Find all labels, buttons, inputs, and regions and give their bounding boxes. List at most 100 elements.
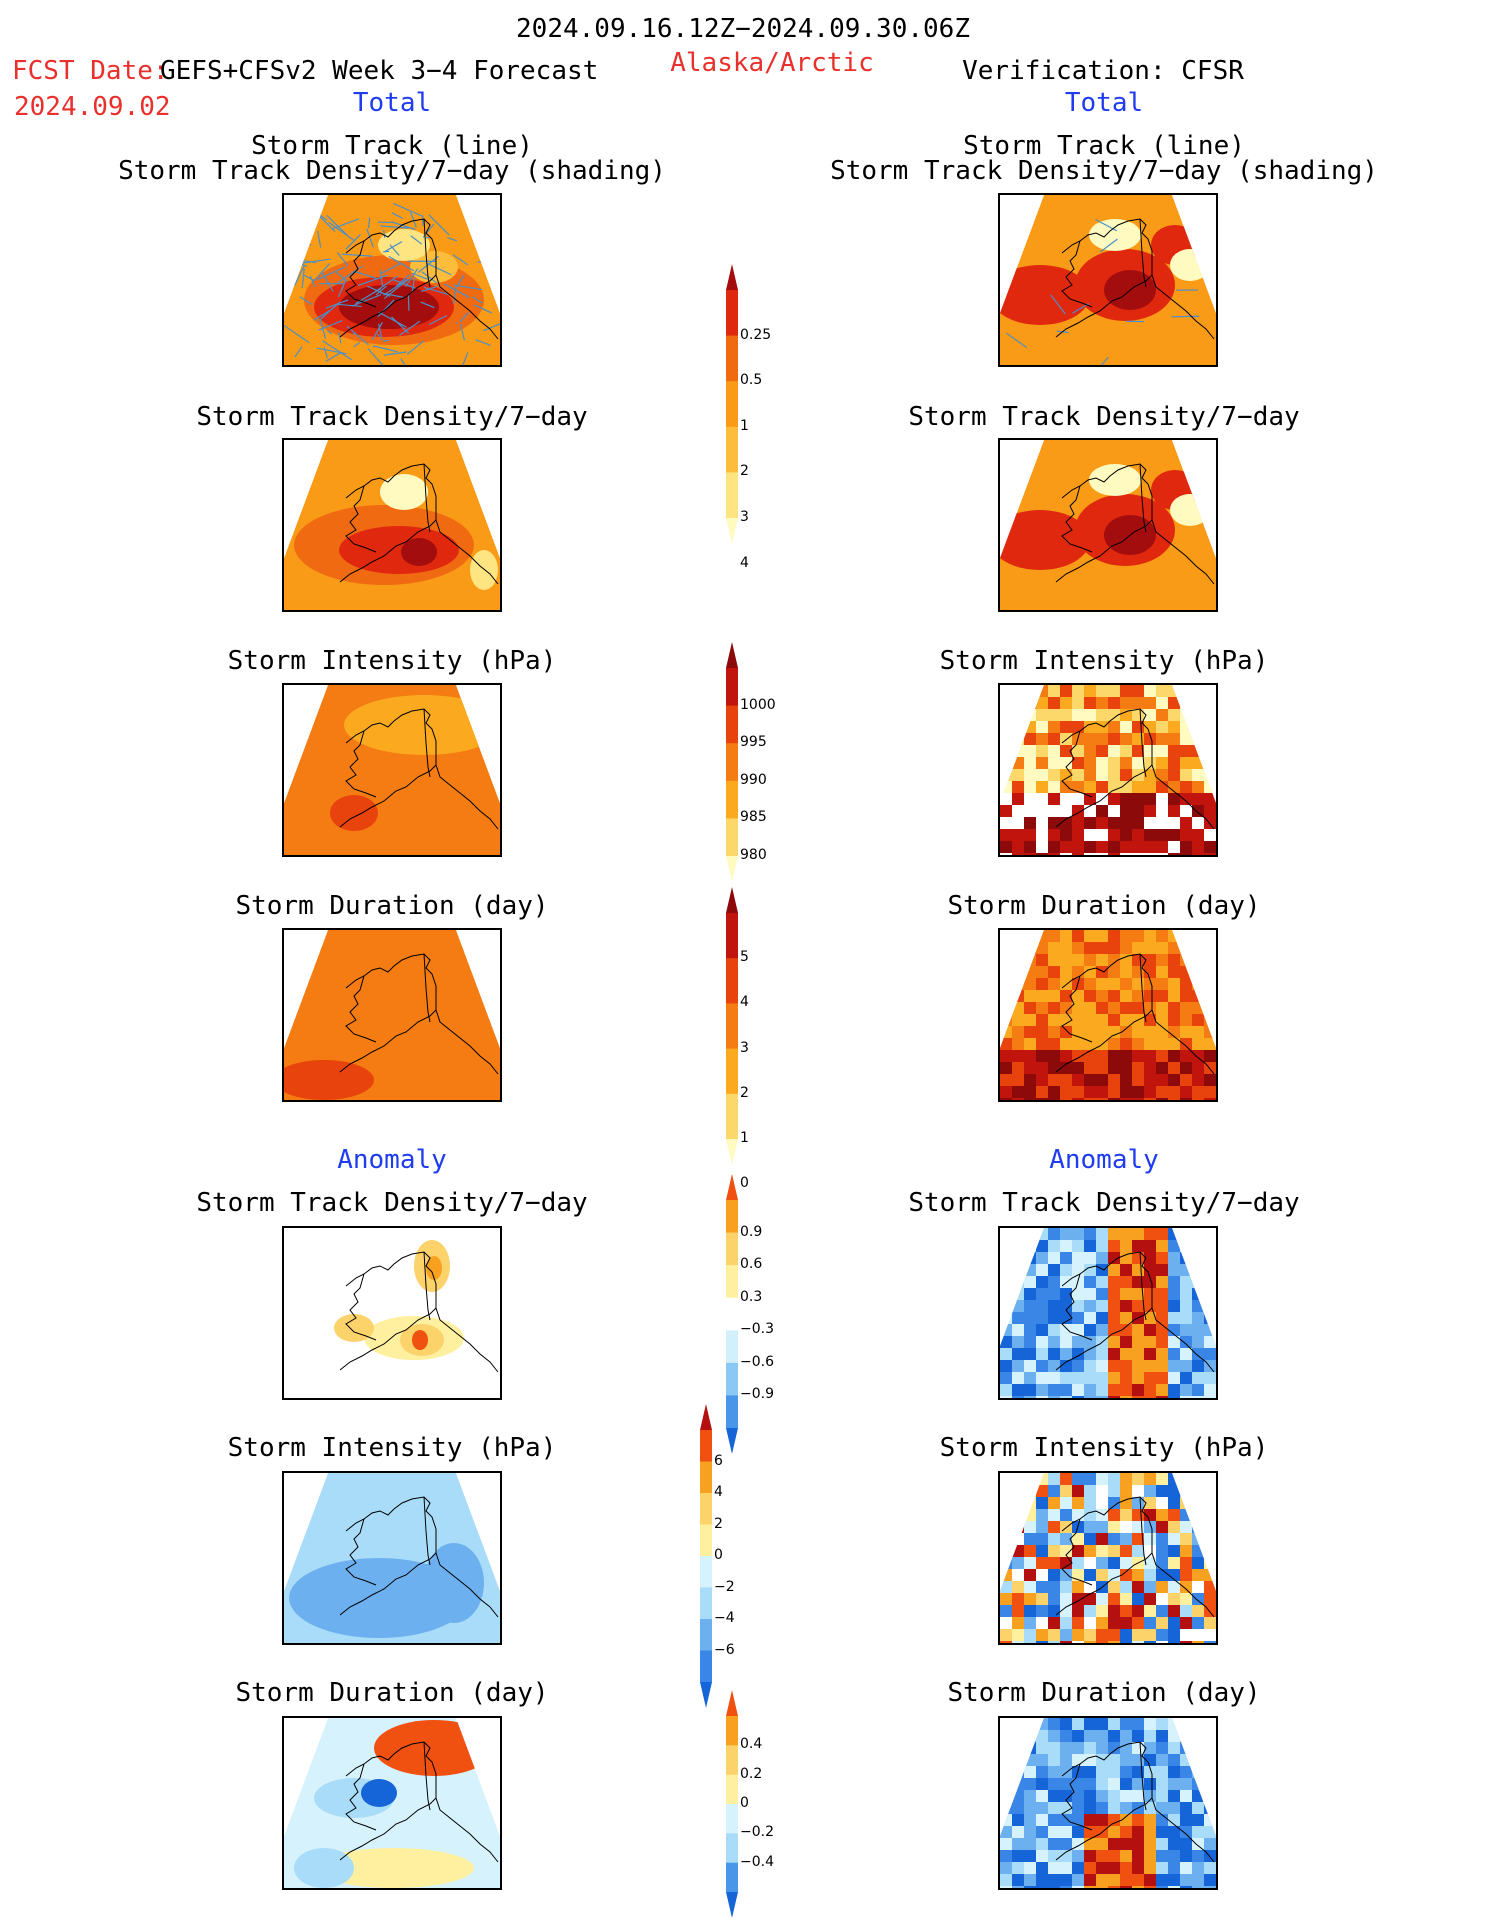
map-grid-cell — [1132, 1814, 1145, 1827]
map-grid-cell — [1192, 757, 1205, 770]
map-grid-cell — [1168, 1874, 1181, 1887]
map-grid-cell — [1060, 1288, 1073, 1301]
map-grid-cell — [1120, 1026, 1133, 1039]
map-grid-cell — [1108, 1533, 1121, 1546]
map-grid-cell — [1060, 1473, 1073, 1486]
map-grid-cell — [1144, 1814, 1157, 1827]
map-grid-cell — [1060, 829, 1073, 842]
map-grid-cell — [1012, 1062, 1025, 1075]
map-grid-cell — [1144, 1874, 1157, 1887]
map-grid-cell — [1120, 1038, 1133, 1051]
map-grid-cell — [1108, 685, 1121, 698]
map-density-anomaly-verification — [998, 1226, 1218, 1400]
map-grid-cell — [1192, 709, 1205, 722]
map-grid-cell — [1144, 1862, 1157, 1875]
storm-track-line — [358, 274, 388, 286]
map-grid-cell — [1132, 829, 1145, 842]
map-grid-cell — [1000, 966, 1013, 979]
map-grid-cell — [1036, 1497, 1049, 1510]
map-grid-cell — [1180, 1396, 1193, 1398]
map-grid-cell — [1108, 1742, 1121, 1755]
map-grid-cell — [1012, 1850, 1025, 1863]
colorbar-segment — [726, 335, 738, 382]
colorbar-tick-label: 4 — [740, 554, 749, 571]
map-grid-cell — [1000, 1778, 1013, 1791]
map-grid-cell — [1132, 930, 1145, 943]
map-grid-cell — [1120, 978, 1133, 991]
map-grid-cell — [1072, 733, 1085, 746]
map-grid-cell — [1144, 1730, 1157, 1743]
colorbar-tick-label: 0.2 — [740, 1765, 763, 1782]
map-grid-cell — [1024, 930, 1037, 943]
map-grid-cell — [1192, 745, 1205, 758]
map-grid-cell — [1132, 793, 1145, 806]
map-grid-cell — [1192, 841, 1205, 854]
map-grid-cell — [1084, 1240, 1097, 1253]
map-grid-cell — [1024, 1730, 1037, 1743]
map-grid-cell — [1000, 1766, 1013, 1779]
map-grid-cell — [1024, 1228, 1037, 1241]
map-grid-cell — [1072, 1002, 1085, 1015]
map-grid-cell — [1180, 685, 1193, 698]
map-grid-cell — [1072, 841, 1085, 854]
map-grid-cell — [1156, 1569, 1169, 1582]
map-grid-cell — [1108, 954, 1121, 967]
storm-track-line — [423, 286, 449, 296]
map-grid-cell — [1156, 757, 1169, 770]
fcst-date: 2024.09.02 — [14, 92, 171, 122]
map-grid-cell — [1012, 1730, 1025, 1743]
map-grid-cell — [1012, 1862, 1025, 1875]
map-grid-cell — [1168, 733, 1181, 746]
map-grid-cell — [1168, 1026, 1181, 1039]
map-duration-anomaly-verification — [998, 1716, 1218, 1890]
storm-track-line — [317, 230, 322, 248]
map-grid-cell — [1000, 829, 1013, 842]
map-grid-cell — [1108, 1360, 1121, 1373]
map-shading-region — [294, 1848, 354, 1888]
map-grid-cell — [1120, 990, 1133, 1003]
map-grid-cell — [1060, 1050, 1073, 1063]
storm-track-line — [352, 270, 378, 280]
map-grid-cell — [1060, 954, 1073, 967]
map-grid-cell — [1000, 990, 1013, 1003]
map-grid-cell — [1036, 1838, 1049, 1851]
map-grid-cell — [1048, 1874, 1061, 1887]
map-grid-cell — [1120, 1850, 1133, 1863]
colorbar-segment — [726, 1862, 738, 1893]
storm-track-line — [384, 241, 403, 252]
map-grid-cell — [1204, 1778, 1216, 1791]
map-grid-cell — [1144, 1802, 1157, 1815]
map-grid-cell — [1072, 805, 1085, 818]
map-grid-cell — [1120, 757, 1133, 770]
map-grid-cell — [1156, 685, 1169, 698]
map-grid-cell — [1024, 1802, 1037, 1815]
map-grid-cell — [1036, 966, 1049, 979]
map-grid-cell — [1072, 954, 1085, 967]
map-grid-cell — [1132, 1240, 1145, 1253]
map-grid-cell — [1156, 930, 1169, 943]
map-grid-cell — [1156, 1312, 1169, 1325]
map-grid-cell — [1108, 1790, 1121, 1803]
map-grid-cell — [1108, 1473, 1121, 1486]
storm-track-line — [1100, 238, 1118, 253]
map-grid-cell — [1000, 793, 1013, 806]
map-grid-cell — [1048, 1336, 1061, 1349]
map-grid-cell — [1132, 1038, 1145, 1051]
map-grid-cell — [1060, 1300, 1073, 1313]
map-grid-cell — [1012, 745, 1025, 758]
map-grid-cell — [1204, 1384, 1216, 1397]
map-grid-cell — [1048, 1533, 1061, 1546]
map-grid-cell — [1036, 853, 1049, 855]
colorbar-top-arrow — [700, 1404, 712, 1430]
map-grid-cell — [1024, 1384, 1037, 1397]
map-grid-cell — [1204, 1086, 1216, 1099]
map-grid-cell — [1108, 769, 1121, 782]
map-grid-cell — [1204, 1497, 1216, 1510]
map-grid-cell — [1012, 1814, 1025, 1827]
map-grid-cell — [1180, 1617, 1193, 1630]
colorbar-segment — [726, 1093, 738, 1140]
map-grid-cell — [1204, 685, 1216, 698]
map-grid-cell — [1108, 1288, 1121, 1301]
map-grid-cell — [1192, 1396, 1205, 1398]
map-grid-cell — [1168, 1778, 1181, 1791]
